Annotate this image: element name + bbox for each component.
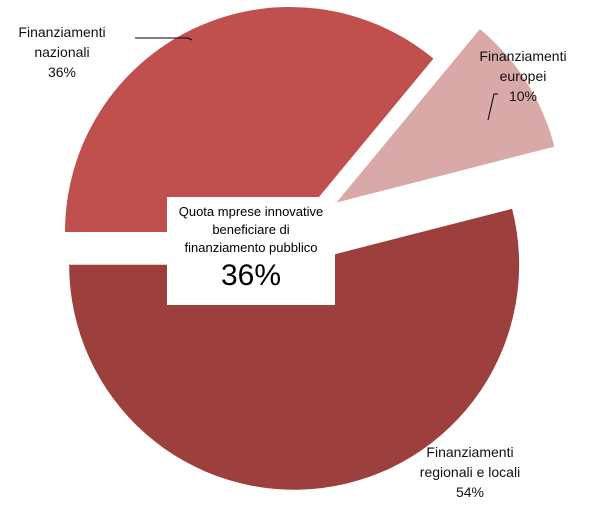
category-label: Finanziamenti europei bbox=[479, 48, 567, 84]
leader-line bbox=[135, 37, 193, 41]
slice-label: Finanziamenti europei 10% bbox=[468, 46, 578, 106]
center-box: Quota mprese innovative beneficiare di f… bbox=[167, 197, 335, 305]
category-label: Finanziamenti nazionali bbox=[18, 24, 106, 60]
pie-slice bbox=[336, 29, 555, 203]
slice-label: Finanziamenti nazionali 36% bbox=[2, 22, 122, 82]
leader-line bbox=[487, 93, 498, 121]
slice-label: Finanziamenti regionali e locali 54% bbox=[400, 442, 540, 502]
annotation: Quota mprese innovative beneficiare di f… bbox=[178, 204, 324, 255]
value-label: 10% bbox=[508, 88, 538, 104]
value-label: 36% bbox=[47, 64, 77, 80]
annotation-value: 36% bbox=[220, 259, 282, 292]
category-label: Finanziamenti regionali e locali bbox=[419, 444, 521, 480]
pie-slice bbox=[65, 7, 434, 233]
value-label: 54% bbox=[455, 484, 485, 500]
